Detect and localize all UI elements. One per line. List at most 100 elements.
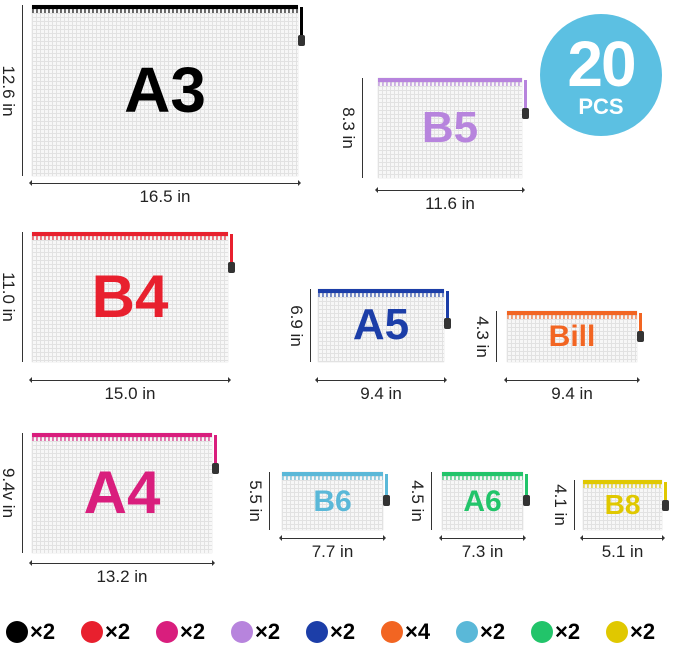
pouch-size-label: A6 [463,484,502,518]
zipper [32,5,298,9]
pouch-b6-bag: B6 [282,472,390,530]
height-dimension: 12.6 in [0,64,18,117]
quantity: ×2 [330,619,356,644]
width-dimension: 7.7 in [311,542,354,561]
height-dimension: 5.5 in [246,480,265,522]
zipper [378,78,522,82]
color-swatch [81,621,103,643]
badge-count: 20 [567,28,636,100]
color-swatch [231,621,253,643]
color-swatch [6,621,28,643]
legend-item: ×2 [231,619,306,645]
zipper-pull [385,474,388,498]
height-arrow [269,472,270,530]
color-swatch [531,621,553,643]
pouch-size-label: B4 [91,263,169,330]
pouch-b5-bag: B5 [378,78,529,178]
pouch-size-label: A5 [352,300,410,350]
height-dimension: 6.9 in [287,304,306,347]
height-dimension: 9.4v in [0,467,18,519]
quantity: ×2 [255,619,281,644]
zipper [507,311,637,315]
legend-item: ×2 [456,619,531,645]
pouch-a6-bag: A6 [442,472,530,530]
zipper-tab [523,495,530,507]
zipper-tab [212,463,219,474]
zipper-pull [300,7,303,37]
height-arrow [574,480,575,530]
zipper-pull [639,313,642,334]
pouch-size-label: Bill [548,320,596,353]
color-quantity-legend: ×2 ×2 ×2 ×2 ×2 ×4 ×2 ×2 ×2 [6,619,679,645]
height-arrow [431,472,432,530]
pouch-size-label: A4 [83,459,161,526]
pouch-bill-bag: Bill [507,311,644,362]
quantity: ×2 [480,619,506,644]
legend-item: ×2 [531,619,606,645]
zipper [442,472,523,476]
legend-item: ×4 [381,619,456,645]
zipper-tab [662,500,669,511]
height-arrow [22,5,23,176]
zipper-teeth [32,437,212,441]
width-arrow [29,377,231,383]
legend-item: ×2 [6,619,81,645]
height-dimension: 4.3 in [473,315,492,358]
pouch-a3-bag: A3 [32,5,305,176]
zipper-pull [664,482,667,502]
height-arrow [310,289,311,362]
zipper [282,472,383,476]
quantity: ×2 [180,619,206,644]
zipper-tab [383,495,390,507]
color-swatch [606,621,628,643]
legend-item: ×2 [306,619,381,645]
pouch-a4-bag: A4 [32,433,219,553]
pouch-size-label: B8 [604,488,641,520]
height-arrow [22,433,23,553]
color-swatch [306,621,328,643]
legend-item: ×2 [81,619,156,645]
badge-unit: PCS [578,94,624,119]
quantity: ×4 [405,619,431,644]
zipper-pull [525,474,528,498]
zipper-teeth [378,82,522,86]
zipper-tab [444,318,451,330]
height-arrow [362,78,363,178]
pouch-a5-bag: A5 [318,289,451,362]
width-dimension: 15.0 in [104,384,156,403]
zipper-pull [214,435,217,465]
height-dimension: 8.3 in [339,107,358,149]
color-swatch [456,621,478,643]
pouch-size-label: B6 [313,484,352,518]
quantity: ×2 [30,619,56,644]
legend-item: ×2 [156,619,231,645]
pouch-size-label: A3 [124,54,206,127]
width-dimension: 16.5 in [139,187,191,206]
color-swatch [156,621,178,643]
quantity: ×2 [630,619,656,644]
width-dimension: 5.1 in [601,542,644,561]
height-dimension: 11.0 in [0,272,18,322]
width-arrow [580,535,665,541]
width-dimension: 11.6 in [425,194,475,213]
zipper-teeth [442,476,523,480]
height-arrow [496,311,497,362]
zipper [32,433,212,437]
quantity: ×2 [105,619,131,644]
height-dimension: 4.5 in [408,480,427,522]
quantity-badge: 20 PCS [540,14,662,136]
zipper-pull [446,291,449,321]
width-arrow [29,560,215,566]
legend-item: ×2 [606,619,679,645]
width-dimension: 9.4 in [551,384,593,403]
pouch-size-label: B5 [421,102,479,152]
width-arrow [315,377,447,383]
zipper-teeth [32,236,228,240]
width-arrow [504,377,640,383]
quantity: ×2 [555,619,581,644]
zipper [583,480,662,484]
width-dimension: 13.2 in [96,567,148,586]
zipper-teeth [507,315,637,319]
zipper-teeth [32,9,298,13]
width-arrow [279,535,386,541]
